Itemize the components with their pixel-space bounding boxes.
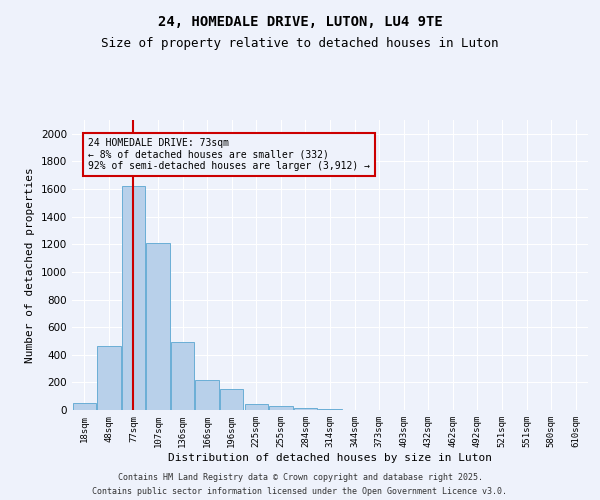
Text: Contains HM Land Registry data © Crown copyright and database right 2025.: Contains HM Land Registry data © Crown c… [118,472,482,482]
Text: 24 HOMEDALE DRIVE: 73sqm
← 8% of detached houses are smaller (332)
92% of semi-d: 24 HOMEDALE DRIVE: 73sqm ← 8% of detache… [88,138,370,171]
Bar [73,403,96,410]
Y-axis label: Number of detached properties: Number of detached properties [25,167,35,363]
X-axis label: Distribution of detached houses by size in Luton: Distribution of detached houses by size … [168,452,492,462]
Bar [97,346,121,410]
Bar [196,380,219,410]
Text: 24, HOMEDALE DRIVE, LUTON, LU4 9TE: 24, HOMEDALE DRIVE, LUTON, LU4 9TE [158,15,442,29]
Text: Size of property relative to detached houses in Luton: Size of property relative to detached ho… [101,38,499,51]
Bar [269,406,293,410]
Bar [122,186,145,410]
Bar [294,408,317,410]
Text: Contains public sector information licensed under the Open Government Licence v3: Contains public sector information licen… [92,488,508,496]
Bar [171,342,194,410]
Bar [245,404,268,410]
Bar [220,388,244,410]
Bar [319,409,341,410]
Bar [146,243,170,410]
